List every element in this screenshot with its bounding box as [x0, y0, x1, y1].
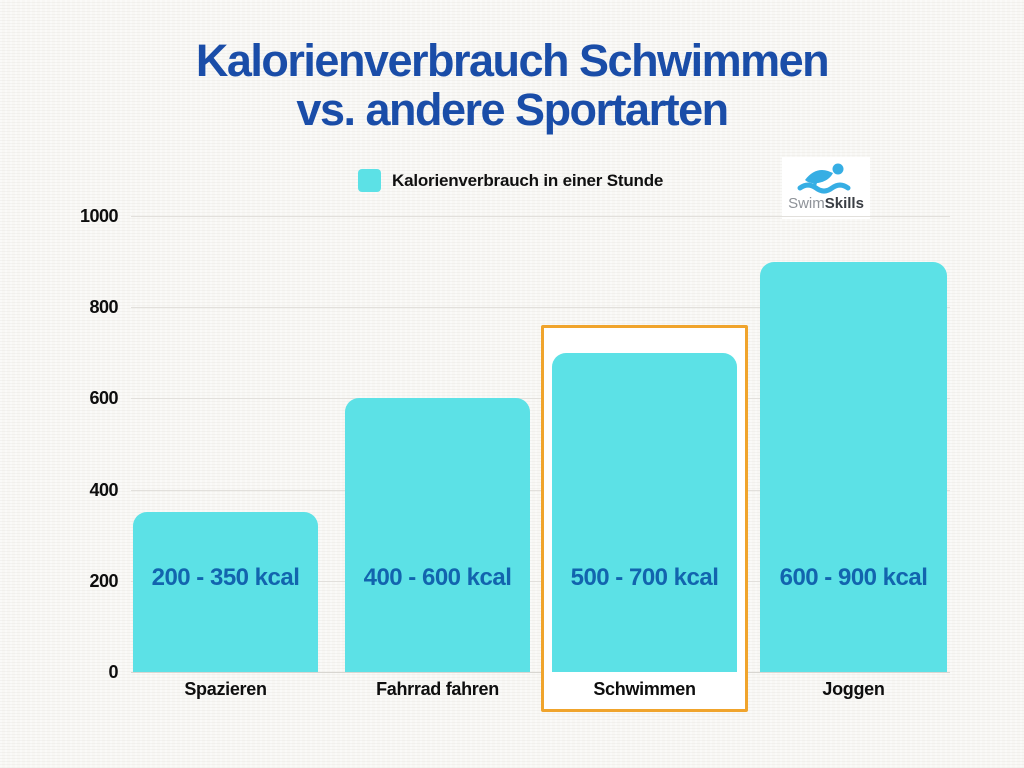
legend: Kalorienverbrauch in einer Stunde	[358, 169, 663, 192]
bar-value-label: 400 - 600 kcal	[363, 564, 512, 591]
y-tick-label: 800	[89, 297, 118, 317]
bar-value-label: 600 - 900 kcal	[779, 564, 928, 591]
bar-joggen	[760, 262, 947, 672]
logo-wordmark-swim: Swim	[788, 195, 825, 212]
logo-wordmark-skills: Skills	[824, 195, 864, 212]
category-label: Spazieren	[184, 679, 267, 699]
gridline	[131, 216, 950, 217]
y-tick-label: 400	[89, 480, 118, 500]
category-label: Fahrrad fahren	[376, 679, 499, 699]
swimskills-logo: SwimSkills	[782, 157, 870, 219]
bar-value-label: 200 - 350 kcal	[151, 564, 300, 591]
gridline	[131, 490, 950, 491]
bar-fahrrad-fahren	[345, 398, 530, 672]
page-title: Kalorienverbrauch Schwimmen vs. andere S…	[0, 36, 1024, 134]
gridline	[131, 581, 950, 582]
bar-schwimmen	[552, 353, 737, 672]
category-label: Joggen	[822, 679, 885, 699]
legend-label: Kalorienverbrauch in einer Stunde	[392, 170, 664, 190]
bar-value-label: 500 - 700 kcal	[570, 564, 719, 591]
y-tick-label: 1000	[79, 206, 119, 226]
y-tick-label: 600	[89, 388, 118, 408]
logo-wordmark: SwimSkills	[788, 196, 864, 212]
legend-swatch	[358, 169, 381, 192]
category-label: Schwimmen	[593, 679, 696, 699]
gridline	[131, 672, 950, 673]
bar-spazieren	[133, 512, 318, 672]
page-title-line2: vs. andere Sportarten	[296, 84, 729, 135]
gridline	[131, 307, 950, 308]
swimmer-icon	[797, 163, 851, 194]
y-tick-label: 0	[108, 662, 118, 682]
y-tick-label: 200	[89, 571, 118, 591]
page-title-line1: Kalorienverbrauch Schwimmen	[195, 35, 830, 86]
gridline	[131, 398, 950, 399]
